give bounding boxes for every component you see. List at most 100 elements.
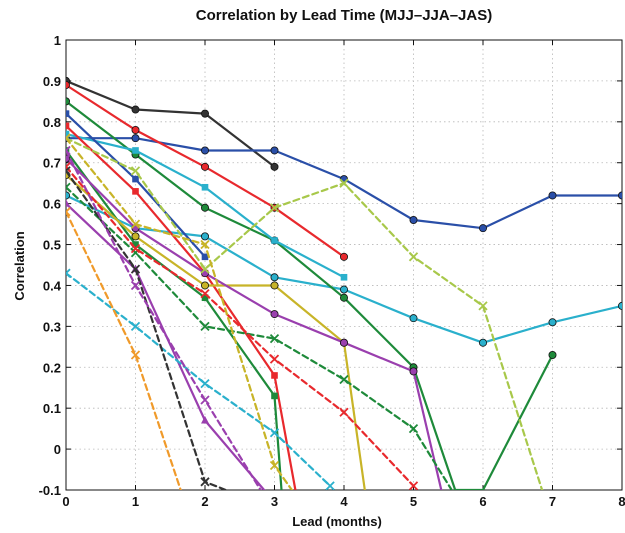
x-tick-label: 0 [62,494,69,509]
series-line [66,165,415,487]
data-point [339,285,348,294]
series-13 [66,182,453,490]
x-tick-label: 6 [479,494,486,509]
series-line [66,149,262,490]
data-point [66,122,70,130]
series-14 [66,162,419,490]
data-point [269,203,280,213]
y-tick-label: 0 [54,442,61,457]
x-tick-label: 1 [132,494,139,509]
y-tick-label: 0.1 [43,401,61,416]
data-point [200,162,209,171]
data-point [269,354,280,364]
data-point [269,333,280,344]
data-point [200,477,210,487]
data-point [548,191,557,200]
data-point [130,243,141,254]
data-point [270,162,279,171]
data-point [409,314,418,323]
data-point [200,232,209,241]
data-point [66,207,71,217]
data-point [66,182,71,192]
data-point [271,372,278,379]
x-axis-label: Lead (months) [292,514,382,529]
data-point [66,191,70,200]
data-point [548,318,557,327]
data-point [130,264,141,274]
data-point [478,301,488,311]
data-point [340,273,348,281]
data-point [271,392,278,400]
data-point [130,166,141,176]
data-point [132,175,139,183]
y-tick-label: 0.5 [43,238,61,253]
data-point [200,109,209,118]
data-point [618,191,622,200]
data-point [66,268,71,278]
data-point [201,415,209,424]
y-tick-label: 0.2 [43,360,61,375]
data-point [201,183,209,191]
data-point [478,338,487,347]
data-point [269,460,280,471]
data-point [339,178,349,188]
data-point [131,126,140,135]
series-2 [66,81,348,261]
x-tick-label: 5 [410,494,417,509]
data-point [201,294,209,302]
series-group [66,76,622,490]
series-5 [66,130,348,281]
data-point [408,423,419,434]
data-point [130,219,141,229]
y-tick-label: 1 [54,33,61,48]
data-point [200,378,210,389]
y-tick-label: 0.6 [43,197,61,212]
x-tick-label: 3 [271,494,278,509]
data-point [269,428,280,438]
data-point [200,395,210,405]
x-tick-label: 7 [549,494,556,509]
data-point [131,105,140,114]
plot-area: 0 1 2 3 4 5 6 7 8-0.100.10.20.30.40.50.60.70.80.… [39,33,625,509]
data-point [66,145,71,156]
data-point [618,301,622,310]
y-tick-label: 0.8 [43,115,61,130]
data-point [132,241,139,248]
data-point [130,280,141,291]
series-15 [66,268,335,490]
y-tick-label: 0.3 [43,319,61,334]
series-8 [66,147,283,490]
y-tick-label: 0.9 [43,74,61,89]
x-tick-label: 8 [618,494,625,509]
data-point [478,224,487,233]
data-point [339,374,349,385]
y-tick-label: 0.7 [43,156,61,171]
series-line [66,169,227,490]
series-6 [66,110,209,261]
data-point [339,338,348,347]
series-0 [66,76,279,171]
data-point [131,134,140,143]
series-17 [66,207,182,490]
data-point [66,81,70,89]
data-point [408,252,419,262]
data-point [339,252,348,261]
data-point [409,367,418,376]
series-19 [66,145,262,490]
data-point [132,188,139,195]
data-point [270,281,279,290]
data-point [200,239,210,250]
series-line [66,79,276,168]
data-point [200,264,210,274]
data-point [66,97,70,106]
data-point [271,237,278,244]
series-line [66,173,366,490]
data-point [201,253,209,261]
data-point [66,130,70,138]
y-axis-label: Correlation [12,231,27,300]
data-point [270,146,279,155]
x-tick-label: 4 [340,494,348,509]
data-point [339,293,348,302]
y-tick-label: -0.1 [39,483,61,498]
